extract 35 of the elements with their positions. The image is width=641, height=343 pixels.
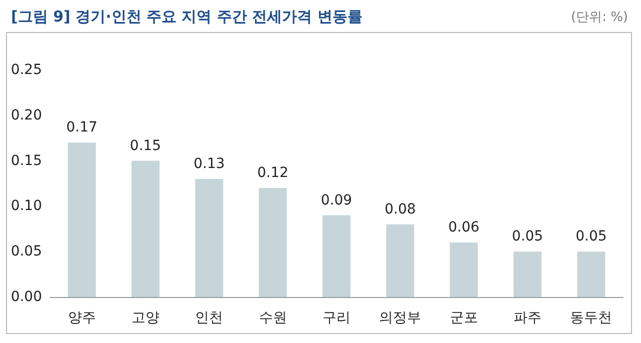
bar <box>386 224 414 297</box>
bar <box>514 252 542 297</box>
bar <box>450 242 478 297</box>
data-label: 0.15 <box>130 138 162 154</box>
bar <box>195 178 224 297</box>
y-tick-label: 0.20 <box>10 107 42 124</box>
x-tick-label: 구리 <box>322 310 350 326</box>
bar <box>132 160 160 297</box>
x-tick-label: 수원 <box>258 310 287 326</box>
data-label: 0.12 <box>257 165 288 182</box>
data-label: 0.09 <box>320 192 352 208</box>
x-tick-label: 군포 <box>450 310 478 326</box>
y-tick-label: 0.15 <box>10 152 42 169</box>
chart-title: [그림 9] 경기·인천 주요 지역 주간 전세가격 변동률 <box>11 8 362 26</box>
x-tick-label: 고양 <box>132 310 160 326</box>
data-label: 0.17 <box>66 120 98 136</box>
x-tick-label: 양주 <box>68 310 96 326</box>
x-tick-label: 동두천 <box>570 310 612 326</box>
x-tick-label: 인천 <box>195 310 224 326</box>
y-tick-label: 0.05 <box>10 244 42 260</box>
data-label: 0.06 <box>448 220 480 236</box>
data-label: 0.05 <box>576 228 607 245</box>
data-label: 0.08 <box>384 201 416 218</box>
text: (단위: %) <box>570 10 628 25</box>
bar <box>322 215 350 297</box>
y-tick-label: 0.25 <box>10 62 42 78</box>
bar <box>258 188 287 297</box>
x-tick-label: 의정부 <box>379 310 422 326</box>
x-tick-label: 파주 <box>514 310 542 326</box>
y-tick-label: 0.00 <box>10 289 42 305</box>
bar <box>68 142 96 297</box>
bar <box>577 252 606 297</box>
y-tick-label: 0.10 <box>10 198 42 214</box>
data-label: 0.05 <box>512 228 544 245</box>
data-label: 0.13 <box>194 156 225 172</box>
